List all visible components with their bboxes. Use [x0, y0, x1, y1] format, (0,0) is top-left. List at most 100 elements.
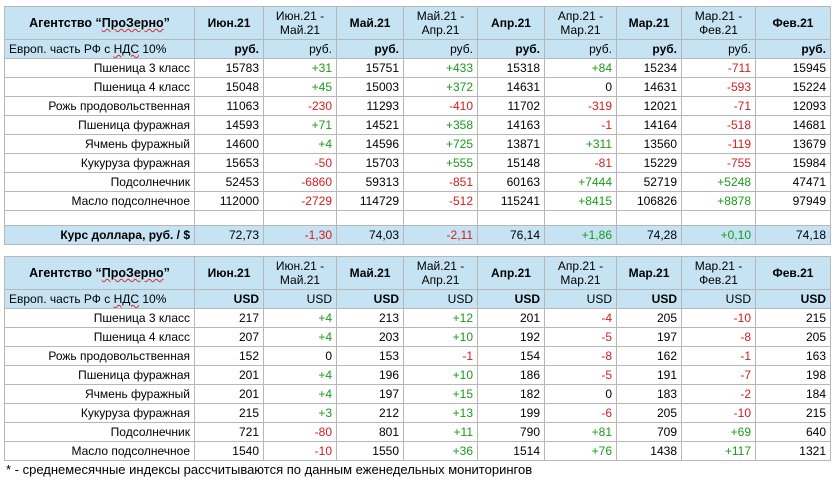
change-cell: -10	[681, 403, 756, 423]
change-cell: -10	[681, 308, 756, 328]
crop-name: Пшеница 4 класс	[4, 77, 195, 97]
price-cell: 52453	[194, 172, 264, 192]
change-cell: +10	[403, 327, 478, 347]
change-cell: -851	[403, 172, 478, 192]
region-label-pre: Европ. часть РФ с	[9, 292, 114, 306]
price-cell: 1438	[616, 441, 682, 461]
price-cell: 15751	[336, 58, 404, 78]
change-cell: +4	[263, 134, 337, 154]
price-cell: 709	[616, 422, 682, 442]
spacer-cell	[336, 210, 404, 226]
spacer-cell	[403, 210, 478, 226]
price-cell: 205	[755, 327, 831, 347]
crop-name: Ячмень фуражный	[4, 384, 195, 404]
change-cell: +45	[263, 77, 337, 97]
spacer-cell	[755, 210, 831, 226]
price-cell: 152	[194, 346, 264, 366]
table-row: Рожь продовольственная 152 0 153 -1 154 -8 162-…	[4, 346, 831, 366]
spacer-cell	[544, 210, 617, 226]
price-cell: 14631	[616, 77, 682, 97]
change-cell: -80	[263, 422, 337, 442]
price-cell: 191	[616, 365, 682, 385]
price-cell: 199	[477, 403, 545, 423]
month-header: Июн.21	[194, 256, 264, 290]
month-header: Фев.21	[755, 256, 831, 290]
crop-name: Рожь продовольственная	[4, 96, 195, 116]
change-cell: -6860	[263, 172, 337, 192]
spacer-cell	[681, 210, 756, 226]
change-cell: -10	[263, 441, 337, 461]
crop-name: Пшеница 3 класс	[4, 58, 195, 78]
change-cell: -319	[544, 96, 617, 116]
price-cell: 14164	[616, 115, 682, 135]
table-row: Пшеница 3 класс 217 +4 213 +12 201 -4 205 -10 215	[4, 308, 831, 328]
change-cell: -4	[544, 308, 617, 328]
change-cell: -119	[681, 134, 756, 154]
change-cell: +15	[403, 384, 478, 404]
price-cell: 12021	[616, 96, 682, 116]
price-cell: 15984	[755, 153, 831, 173]
change-cell: -6	[544, 403, 617, 423]
change-cell: +31	[263, 58, 337, 78]
price-cell: 215	[755, 308, 831, 328]
price-cell: 13871	[477, 134, 545, 154]
rate-change-cell: -1,30	[263, 225, 337, 245]
header-line-2: Май.21	[279, 273, 321, 287]
header-line-1: Мар.21 -	[694, 9, 743, 23]
unit-cell: USD	[544, 289, 617, 309]
price-cell: 15234	[616, 58, 682, 78]
change-period-header: Июн.21 - Май.21	[263, 6, 337, 40]
header-line-1: Май.21	[349, 266, 391, 280]
change-period-header: Май.21 - Апр.21	[403, 6, 478, 40]
unit-cell: руб.	[544, 39, 617, 59]
agency-prefix: Агентство “	[29, 266, 102, 280]
price-cell: 11063	[194, 96, 264, 116]
header-line-1: Июн.21 -	[275, 9, 325, 23]
header-line-1: Май.21 -	[416, 9, 465, 23]
change-cell: -1	[681, 346, 756, 366]
header-line-2: Май.21	[279, 23, 321, 37]
rub-price-table: Агентство “ПроЗерно” Июн.21 Июн.21 - Май.21…	[4, 6, 831, 245]
header-line-2: Мар.21	[560, 273, 601, 287]
table-row: Пшеница 4 класс 207 +4 203 +10 192 -5 197 -8 205	[4, 327, 831, 347]
price-cell: 201	[194, 384, 264, 404]
table-row: Пшеница 4 класс 15048 +45 15003 +372 14631 0 14…	[4, 77, 831, 97]
price-cell: 205	[616, 403, 682, 423]
unit-cell: USD	[477, 289, 545, 309]
price-cell: 15229	[616, 153, 682, 173]
change-cell: +69	[681, 422, 756, 442]
region-label-post: 10%	[139, 42, 167, 56]
price-cell: 203	[336, 327, 404, 347]
price-cell: 215	[755, 403, 831, 423]
price-cell: 15003	[336, 77, 404, 97]
change-cell: -1	[403, 346, 478, 366]
change-period-header: Мар.21 - Фев.21	[681, 6, 756, 40]
price-cell: 14593	[194, 115, 264, 135]
change-cell: 0	[544, 384, 617, 404]
region-label-cell: Европ. часть РФ с НДС 10%	[4, 289, 195, 309]
spacer-cell	[4, 210, 195, 226]
header-line-1: Апр.21	[491, 266, 531, 280]
price-cell: 215	[194, 403, 264, 423]
crop-name: Кукуруза фуражная	[4, 153, 195, 173]
change-period-header: Май.21 - Апр.21	[403, 256, 478, 290]
month-header: Июн.21	[194, 6, 264, 40]
unit-cell: руб.	[263, 39, 337, 59]
price-cell: 106826	[616, 191, 682, 211]
change-cell: -71	[681, 96, 756, 116]
unit-cell: руб.	[336, 39, 404, 59]
spacer-cell	[616, 210, 682, 226]
header-line-1: Июн.21	[207, 266, 251, 280]
price-cell: 162	[616, 346, 682, 366]
price-cell: 1321	[755, 441, 831, 461]
price-cell: 153	[336, 346, 404, 366]
region-label-post: 10%	[139, 292, 167, 306]
price-cell: 183	[616, 384, 682, 404]
table-row: Рожь продовольственная 11063 -230 11293 -410…	[4, 96, 831, 116]
price-cell: 59313	[336, 172, 404, 192]
change-cell: -410	[403, 96, 478, 116]
month-header: Апр.21	[477, 6, 545, 40]
header-line-1: Апр.21 -	[557, 9, 604, 23]
crop-name: Рожь продовольственная	[4, 346, 195, 366]
month-header: Мар.21	[616, 6, 682, 40]
